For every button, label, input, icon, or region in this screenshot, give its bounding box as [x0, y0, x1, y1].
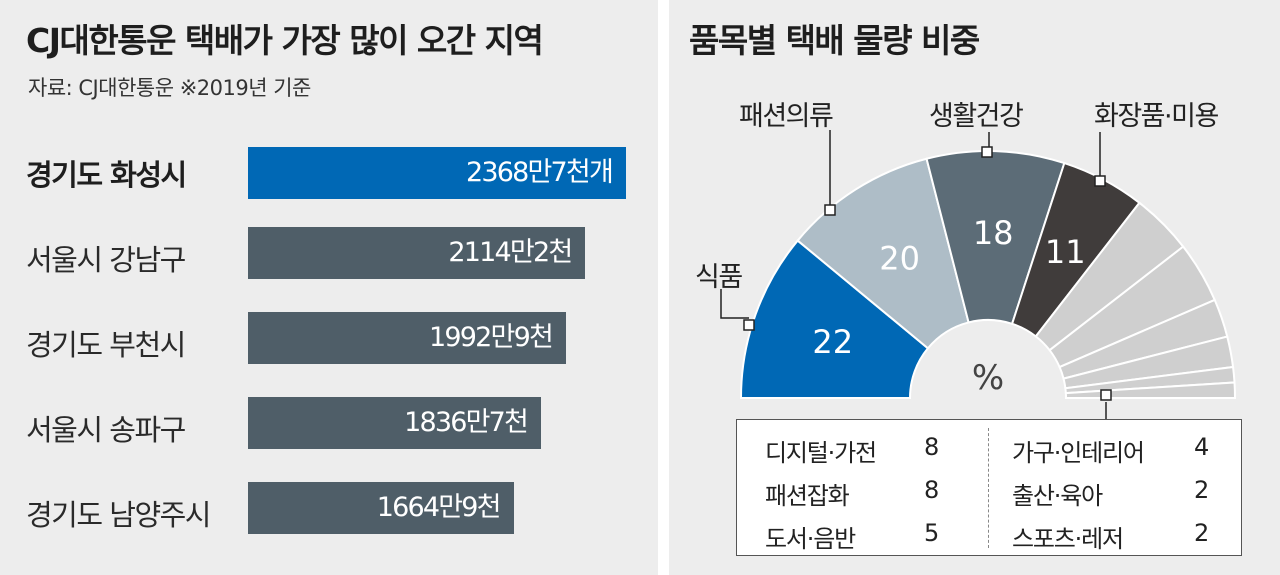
- legend-item-label: 스포츠·레저: [1012, 525, 1124, 553]
- slice-value-label: 22: [812, 323, 853, 361]
- category-share-chart-panel: 품목별 택배 물량 비중 22 20 18 11% 식품 패션의류 생활건강 화장품·…: [669, 0, 1280, 575]
- slice-2: [925, 150, 1066, 326]
- bar-gangnam: 2114만2천: [248, 227, 586, 279]
- bar-value-label: 1992만9천: [429, 322, 554, 353]
- half-donut-chart: 22 20 18 11%: [720, 130, 1237, 419]
- bar-chart-title: CJ대한통운 택배가 가장 많이 오간 지역: [26, 21, 544, 60]
- slice-value-label: 20: [879, 240, 920, 278]
- slice-0: [739, 239, 930, 399]
- chart-source-note: 자료: CJ대한통운 ※2019년 기준: [28, 76, 311, 100]
- slice-value-label: 11: [1045, 233, 1086, 271]
- unit-percent-label: %: [972, 358, 1004, 398]
- bar-hwaseong: 2368만7천개: [248, 147, 626, 199]
- legend-item-value: 2: [1194, 519, 1210, 547]
- legend-divider: [988, 428, 989, 548]
- bar-value-label: 2114만2천: [448, 237, 573, 268]
- bar-bucheon: 1992만9천: [248, 312, 567, 364]
- legend-item-value: 2: [1194, 476, 1210, 504]
- callout-leader-line: [720, 289, 749, 319]
- bar-value-label: 2368만7천개: [465, 157, 614, 188]
- legend-item-label: 가구·인테리어: [1012, 439, 1145, 467]
- legend-item-value: 5: [924, 519, 940, 547]
- callout-marker: [743, 319, 755, 331]
- bar-songpa: 1836만7천: [248, 397, 542, 449]
- slice-value-label: 18: [973, 214, 1014, 252]
- bar-namyangju: 1664만9천: [248, 482, 514, 534]
- legend-item-label: 패션잡화: [765, 482, 850, 510]
- callout-label-fashion: 패션의류: [739, 101, 834, 132]
- bar-value-label: 1664만9천: [376, 492, 502, 523]
- region-label: 경기도 남양주시: [26, 498, 211, 532]
- legend-item-label: 출산·육아: [1012, 482, 1103, 510]
- callout-label-food: 식품: [695, 262, 743, 293]
- legend-box: 디지털·가전 8 패션잡화 8 도서·음반 5 가구·인테리어 4 출산·육아 …: [736, 419, 1242, 556]
- donut-chart-title: 품목별 택배 물량 비중: [689, 21, 980, 60]
- legend-item-label: 디지털·가전: [765, 439, 877, 467]
- legend-item-label: 도서·음반: [765, 525, 856, 553]
- region-label: 경기도 화성시: [26, 158, 187, 192]
- region-label: 서울시 강남구: [26, 243, 186, 277]
- bar-value-label: 1836만7천: [404, 407, 529, 438]
- callout-marker: [1094, 175, 1106, 187]
- legend-item-value: 8: [924, 476, 940, 504]
- region-label: 경기도 부천시: [26, 328, 186, 362]
- region-label: 서울시 송파구: [26, 413, 186, 447]
- region-bar-chart-panel: CJ대한통운 택배가 가장 많이 오간 지역 자료: CJ대한통운 ※2019년…: [0, 0, 658, 575]
- callout-marker: [824, 204, 836, 216]
- callout-marker: [981, 146, 993, 158]
- legend-item-value: 8: [924, 433, 940, 461]
- callout-label-living-health: 생활건강: [929, 101, 1024, 132]
- callout-marker: [1100, 389, 1112, 401]
- legend-item-value: 4: [1194, 433, 1210, 461]
- callout-label-cosmetics: 화장품·미용: [1094, 101, 1219, 132]
